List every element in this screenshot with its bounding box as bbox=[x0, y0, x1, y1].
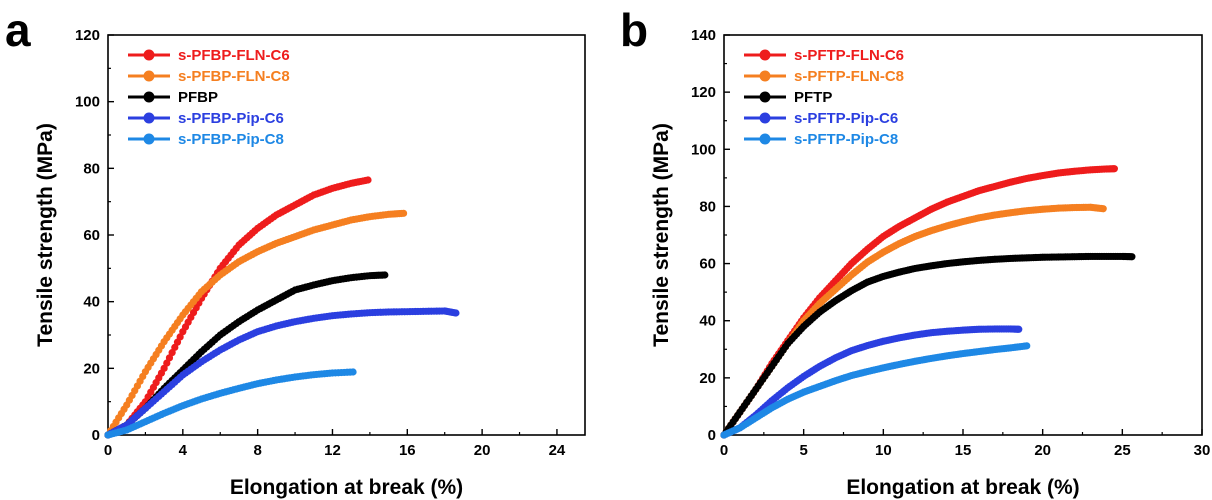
legend-marker bbox=[143, 70, 155, 82]
series-s-PFBP-Pip-C6 bbox=[104, 307, 460, 439]
panel-a: a 0 4 8 12 16 20 24 0 20 40 60 80 100 120 Elongation at… bbox=[5, 4, 586, 499]
x-tick-label: 30 bbox=[1194, 442, 1211, 459]
data-point bbox=[452, 309, 460, 317]
series-s-PFBP-FLN-C6 bbox=[104, 176, 372, 439]
y-tick-label: 100 bbox=[75, 94, 100, 111]
x-tick-label: 24 bbox=[549, 442, 566, 459]
legend-label: s-PFBP-FLN-C6 bbox=[178, 47, 290, 64]
legend-entry: s-PFBP-Pip-C6 bbox=[128, 110, 284, 127]
legend-entry: s-PFTP-Pip-C8 bbox=[744, 131, 898, 148]
legend-entry: s-PFTP-Pip-C6 bbox=[744, 110, 898, 127]
x-tick-label: 16 bbox=[399, 442, 416, 459]
legend-entry: PFBP bbox=[128, 89, 218, 106]
legend-label: s-PFTP-FLN-C6 bbox=[794, 47, 904, 64]
x-tick-label: 4 bbox=[179, 442, 188, 459]
x-tick-label: 20 bbox=[1034, 442, 1051, 459]
legend-label: s-PFTP-Pip-C6 bbox=[794, 110, 898, 127]
data-point bbox=[399, 209, 408, 217]
y-tick-label: 120 bbox=[691, 84, 716, 101]
y-tick-label: 0 bbox=[708, 427, 716, 444]
y-tick-label: 140 bbox=[691, 27, 716, 44]
legend-marker bbox=[759, 133, 771, 145]
series-PFBP bbox=[104, 271, 389, 439]
y-axis-title: Tensile strength (MPa) bbox=[650, 123, 673, 347]
legend-label: s-PFBP-Pip-C8 bbox=[178, 131, 284, 148]
y-tick-label: 40 bbox=[83, 294, 100, 311]
data-point bbox=[1015, 325, 1023, 333]
data-point bbox=[364, 176, 372, 184]
x-tick-label: 5 bbox=[799, 442, 807, 459]
series-s-PFTP-Pip-C6 bbox=[720, 325, 1023, 439]
x-tick-label: 25 bbox=[1114, 442, 1131, 459]
series-line bbox=[107, 274, 385, 436]
legend-label: PFBP bbox=[178, 89, 218, 106]
y-tick-label: 60 bbox=[699, 256, 716, 273]
panel-letter: a bbox=[5, 4, 31, 56]
y-tick-label: 20 bbox=[699, 370, 716, 387]
y-tick-label: 40 bbox=[699, 313, 716, 330]
legend-marker bbox=[143, 133, 155, 145]
y-axis-title: Tensile strength (MPa) bbox=[34, 123, 57, 347]
data-point bbox=[349, 368, 357, 376]
legend-entry: s-PFBP-FLN-C6 bbox=[128, 47, 290, 64]
legend-marker bbox=[143, 112, 155, 124]
data-point bbox=[1128, 253, 1136, 261]
y-tick-label: 80 bbox=[699, 198, 716, 215]
y-tick-label: 120 bbox=[75, 27, 100, 44]
data-point bbox=[1110, 165, 1118, 173]
data-point bbox=[1023, 342, 1031, 350]
legend-entry: s-PFBP-FLN-C8 bbox=[128, 68, 290, 85]
y-tick-label: 80 bbox=[83, 160, 100, 177]
legend-entry: s-PFBP-Pip-C8 bbox=[128, 131, 284, 148]
legend-label: s-PFBP-FLN-C8 bbox=[178, 68, 290, 85]
x-tick-label: 10 bbox=[875, 442, 892, 459]
x-tick-label: 8 bbox=[253, 442, 261, 459]
x-axis-title: Elongation at break (%) bbox=[230, 476, 463, 499]
series-s-PFTP-Pip-C8 bbox=[720, 342, 1031, 439]
series-s-PFBP-FLN-C8 bbox=[104, 209, 408, 439]
series-s-PFTP-FLN-C6 bbox=[720, 165, 1118, 439]
x-tick-label: 20 bbox=[474, 442, 491, 459]
legend-marker bbox=[759, 70, 771, 82]
x-tick-label: 15 bbox=[955, 442, 972, 459]
legend-label: s-PFBP-Pip-C6 bbox=[178, 110, 284, 127]
legend-entry: PFTP bbox=[744, 89, 832, 106]
legend-marker bbox=[759, 112, 771, 124]
legend-label: PFTP bbox=[794, 89, 832, 106]
panel-b: b 0 5 10 15 20 25 30 0 20 40 60 80 100 120 140 Elongatio… bbox=[620, 4, 1210, 499]
series-s-PFTP-FLN-C8 bbox=[720, 203, 1107, 439]
legend-entry: s-PFTP-FLN-C8 bbox=[744, 68, 904, 85]
data-point bbox=[1099, 205, 1107, 213]
series-s-PFBP-Pip-C8 bbox=[104, 368, 357, 439]
x-tick-label: 0 bbox=[720, 442, 728, 459]
x-tick-label: 0 bbox=[104, 442, 112, 459]
series-PFTP bbox=[720, 252, 1136, 439]
legend-marker bbox=[759, 49, 771, 61]
x-axis-title: Elongation at break (%) bbox=[846, 476, 1079, 499]
legend-label: s-PFTP-FLN-C8 bbox=[794, 68, 904, 85]
y-tick-label: 60 bbox=[83, 227, 100, 244]
legend-marker bbox=[143, 91, 155, 103]
series-line bbox=[723, 344, 1027, 436]
x-tick-label: 12 bbox=[324, 442, 341, 459]
legend-label: s-PFTP-Pip-C8 bbox=[794, 131, 898, 148]
legend-entry: s-PFTP-FLN-C6 bbox=[744, 47, 904, 64]
y-tick-label: 0 bbox=[92, 427, 100, 444]
y-tick-label: 20 bbox=[83, 360, 100, 377]
legend-marker bbox=[759, 91, 771, 103]
y-tick-label: 100 bbox=[691, 141, 716, 158]
legend-marker bbox=[143, 49, 155, 61]
panel-letter: b bbox=[620, 4, 648, 56]
data-point bbox=[381, 271, 389, 279]
